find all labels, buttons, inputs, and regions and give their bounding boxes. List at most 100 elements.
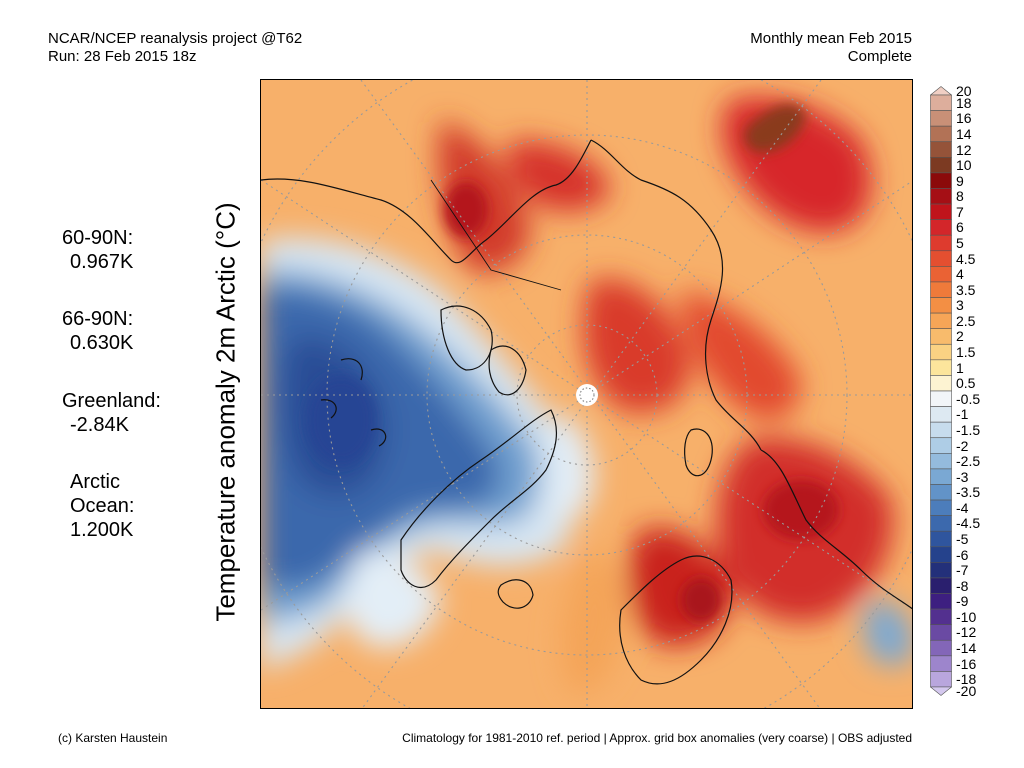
colorbar-tick-label: 2 <box>956 328 964 345</box>
colorbar-bin <box>930 312 952 329</box>
anomaly-map <box>260 79 913 709</box>
colorbar-bin <box>930 203 952 220</box>
stat-arctic-ocean: Arctic Ocean: 1.200K <box>70 470 134 542</box>
colorbar-bin <box>930 655 952 672</box>
colorbar-bin <box>930 297 952 314</box>
header-left: NCAR/NCEP reanalysis project @T62 Run: 2… <box>48 30 302 66</box>
colorbar-bin <box>930 593 952 610</box>
colorbar-tick-label: 10 <box>956 157 972 174</box>
colorbar-bin <box>930 499 952 516</box>
colorbar-tick-label: 4 <box>956 266 964 283</box>
stat-label: 60-90N: <box>62 227 134 249</box>
colorbar-tick-label: -7 <box>956 562 969 579</box>
colorbar-bin <box>930 468 952 485</box>
colorbar-tick-label: 3 <box>956 297 964 314</box>
colorbar-tick-label: 14 <box>956 125 972 142</box>
colorbar-bin <box>930 437 952 454</box>
colorbar-tick-label: -4 <box>956 499 969 516</box>
colorbar-cap-top <box>930 86 952 96</box>
colorbar-tick-label: -0.5 <box>956 390 981 407</box>
colorbar-bin <box>930 172 952 189</box>
colorbar-bin <box>930 608 952 625</box>
footnote: Climatology for 1981-2010 ref. period | … <box>402 731 912 745</box>
colorbar-bin <box>930 343 952 361</box>
colorbar-bin <box>930 453 952 470</box>
colorbar-tick-label: -1.5 <box>956 421 981 438</box>
colorbar-tick-label: -3.5 <box>956 484 981 501</box>
colorbar-tick-label: 12 <box>956 141 972 158</box>
colorbar-bin <box>930 624 952 641</box>
colorbar-tick-label: 7 <box>956 203 964 220</box>
colorbar-tick-label: -3 <box>956 468 969 485</box>
colorbar-tick-label: -2 <box>956 437 969 454</box>
colorbar-bin <box>930 110 952 127</box>
colorbar-tick-label: 1 <box>956 359 964 376</box>
colorbar-tick-label: 6 <box>956 219 964 236</box>
colorbar-tick-label: -18 <box>956 671 977 688</box>
colorbar-bin <box>930 515 952 532</box>
map-canvas <box>261 80 912 708</box>
colorbar-tick-label: 20 <box>956 82 972 99</box>
colorbar-tick-label: -20 <box>956 683 977 700</box>
colorbar-bin <box>930 188 952 205</box>
colorbar-tick-label: 2.5 <box>956 312 976 329</box>
anomaly-peaks <box>306 104 839 622</box>
colorbar-bin <box>930 125 952 143</box>
colorbar-tick-label: 16 <box>956 110 972 127</box>
colorbar-bin <box>930 281 952 298</box>
stat-label: Arctic <box>70 471 120 493</box>
stat-value: 0.630K <box>70 332 134 354</box>
stat-66-90n: 66-90N: 0.630K <box>62 307 133 355</box>
colorbar-tick-label: -8 <box>956 577 969 594</box>
colorbar-bin <box>930 250 952 267</box>
period-title: Monthly mean Feb 2015 <box>750 30 912 47</box>
coastlines <box>261 139 912 685</box>
completeness-status: Complete <box>847 48 912 65</box>
run-time: Run: 28 Feb 2015 18z <box>48 48 197 65</box>
north-pole-marker <box>576 384 598 406</box>
colorbar-tick-label: -5 <box>956 531 969 547</box>
colorbar-bin <box>930 141 952 158</box>
colorbar-bin <box>930 484 952 501</box>
colorbar-bin <box>930 577 952 594</box>
colorbar-bin <box>930 639 952 657</box>
stat-60-90n: 60-90N: 0.967K <box>62 226 133 274</box>
colorbar-bin <box>930 157 952 174</box>
colorbar-tick-label: 5 <box>956 235 964 251</box>
colorbar-bin <box>930 671 952 688</box>
colorbar-tick-label: 8 <box>956 188 964 205</box>
colorbar-tick-label: 9 <box>956 172 964 189</box>
colorbar-tick-label: 4.5 <box>956 250 976 267</box>
colorbar-tick-label: -10 <box>956 608 977 625</box>
colorbar-tick-label: -1 <box>956 406 969 423</box>
stat-value: 0.967K <box>70 251 134 273</box>
colorbar-bin <box>930 328 952 345</box>
colorbar-tick-label: -6 <box>956 546 969 563</box>
colorbar-tick-label: -2.5 <box>956 453 981 470</box>
colorbar-bin <box>930 375 952 392</box>
stat-value: -2.84K <box>70 414 129 436</box>
colorbar-tick-label: 18 <box>956 94 972 111</box>
colorbar-bin <box>930 562 952 579</box>
colorbar-bin <box>930 359 952 376</box>
colorbar-bin <box>930 530 952 548</box>
stat-label-2: Ocean: <box>70 495 135 517</box>
stat-label: Greenland: <box>62 390 161 412</box>
axis-title: Temperature anomaly 2m Arctic (°C) <box>210 202 241 622</box>
colorbar-bin <box>930 406 952 423</box>
colorbar-tick-label: -4.5 <box>956 515 981 532</box>
colorbar-tick-label: 3.5 <box>956 281 976 298</box>
colorbar-bin <box>930 234 952 252</box>
header-right: Monthly mean Feb 2015 Complete <box>750 30 912 66</box>
colorbar-cap-bottom <box>930 686 952 696</box>
colorbar-tick-label: -14 <box>956 640 977 657</box>
colorbar-bin <box>930 421 952 439</box>
anomaly-field <box>261 97 912 693</box>
colorbar-tick-label: 1.5 <box>956 344 976 361</box>
colorbar-tick-label: -16 <box>956 655 977 672</box>
credit: (c) Karsten Haustein <box>58 731 168 745</box>
colorbar <box>930 86 952 696</box>
colorbar-bin <box>930 390 952 407</box>
stat-label: 66-90N: <box>62 308 134 330</box>
colorbar-bin <box>930 266 952 283</box>
